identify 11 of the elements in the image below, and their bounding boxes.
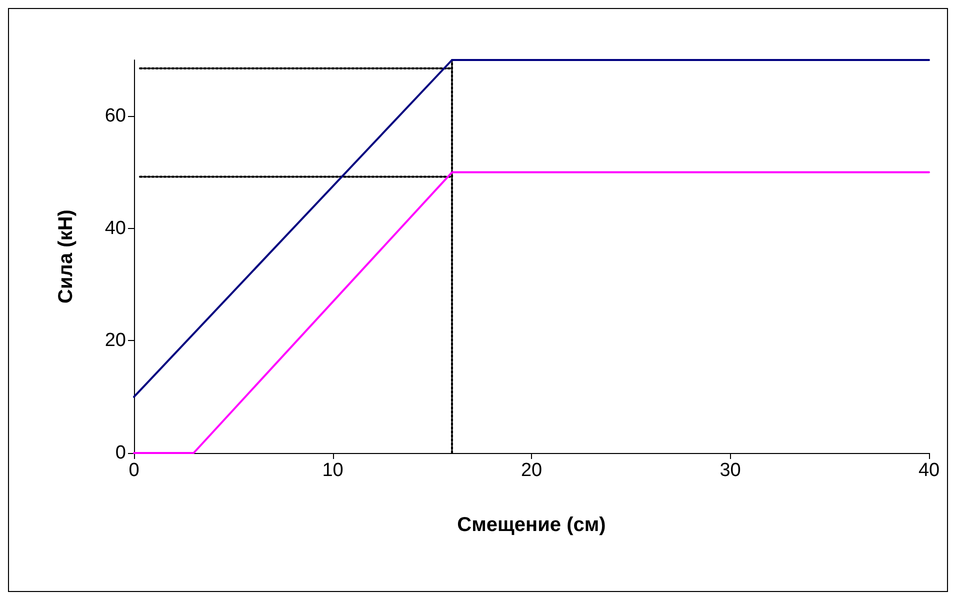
x-axis-title: Смещение (см) (457, 514, 606, 536)
y-axis-title: Сила (кН) (55, 210, 77, 304)
y-tick-label: 60 (104, 106, 126, 127)
x-tick-label: 30 (720, 460, 741, 481)
y-tick-label: 40 (104, 218, 126, 239)
x-tick-label: 0 (128, 460, 140, 481)
y-tick-label: 20 (104, 330, 126, 352)
y-tick-label: 0 (115, 442, 126, 464)
x-tick-label: 10 (322, 460, 344, 481)
x-tick-label: 40 (918, 460, 940, 481)
x-tick-label: 20 (520, 460, 542, 481)
